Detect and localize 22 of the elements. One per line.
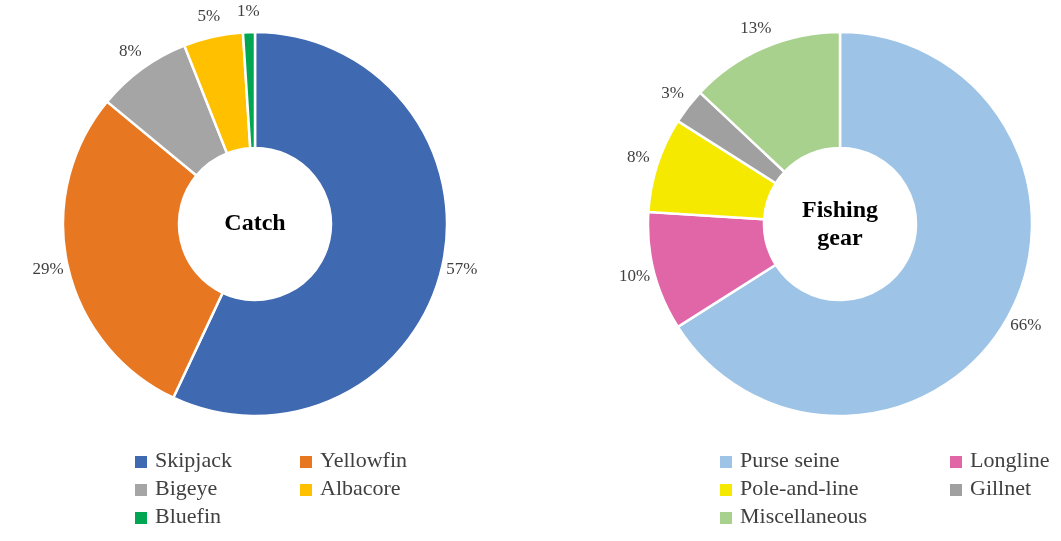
legend-label: Bigeye xyxy=(155,475,218,501)
legend-label: Miscellaneous xyxy=(740,503,868,529)
legend-label: Purse seine xyxy=(740,447,840,473)
data-label: 57% xyxy=(446,259,478,279)
data-label: 5% xyxy=(197,6,221,26)
data-label: 3% xyxy=(661,82,684,102)
data-label: 1% xyxy=(237,1,260,21)
legend-label: Yellowfin xyxy=(320,447,408,473)
legend-label: Albacore xyxy=(320,475,401,501)
legend-label: Skipjack xyxy=(155,447,232,473)
legend-label: Pole-and-line xyxy=(740,475,859,501)
data-label: 8% xyxy=(119,41,142,61)
data-label: 66% xyxy=(1010,315,1042,335)
text: Catch xyxy=(224,208,286,235)
legend-label: Bluefin xyxy=(155,503,221,529)
data-label: 13% xyxy=(740,18,772,38)
legend-label: Gillnet xyxy=(970,475,1032,501)
text: Fishing gear xyxy=(801,195,879,250)
legend-label: Longline xyxy=(970,447,1050,473)
data-label: 8% xyxy=(627,147,650,167)
data-label: 29% xyxy=(32,259,64,279)
data-label: 10% xyxy=(619,265,651,285)
